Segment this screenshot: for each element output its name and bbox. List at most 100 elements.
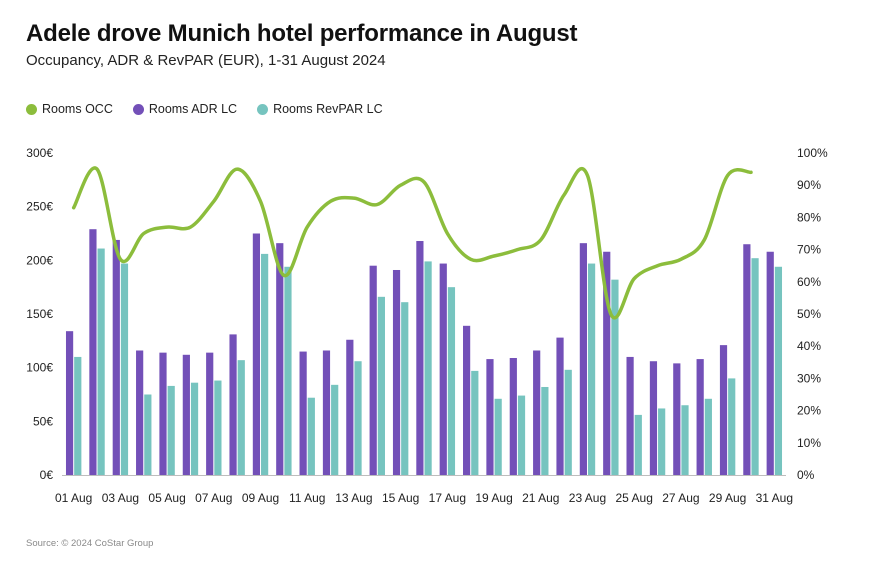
legend-item-adr: Rooms ADR LC <box>132 102 238 116</box>
bar-adr <box>252 233 261 475</box>
y-right-tick-label: 80% <box>797 210 821 224</box>
x-tick-label: 09 Aug <box>242 491 279 505</box>
bar-adr <box>556 337 564 475</box>
y-right-tick-label: 30% <box>797 371 821 385</box>
bar-revpar <box>517 395 526 475</box>
bar-adr <box>299 351 307 475</box>
y-left-tick-label: 200€ <box>26 253 53 267</box>
bar-revpar <box>634 414 642 475</box>
y-right-tick-label: 70% <box>797 243 821 257</box>
bar-adr <box>719 345 728 475</box>
bar-adr <box>65 331 74 475</box>
legend-label-occ: Rooms OCC <box>42 102 113 116</box>
bar-revpar <box>144 394 152 475</box>
bar-revpar <box>774 266 783 475</box>
y-left-tick-label: 250€ <box>26 200 53 214</box>
legend-item-occ: Rooms OCC <box>26 102 113 116</box>
bar-adr <box>766 251 774 475</box>
bar-adr <box>673 363 681 475</box>
bar-revpar <box>214 380 222 475</box>
bar-adr <box>136 350 144 475</box>
bar-revpar <box>564 369 572 475</box>
bar-adr <box>369 265 377 475</box>
x-tick-label: 15 Aug <box>382 491 419 505</box>
bar-revpar <box>704 398 712 475</box>
bar-revpar <box>284 266 292 475</box>
legend: Rooms OCC Rooms ADR LC Rooms RevPAR LC <box>26 102 383 116</box>
y-right-tick-label: 0% <box>797 468 815 482</box>
x-tick-label: 17 Aug <box>429 491 466 505</box>
bar-adr <box>392 269 401 475</box>
bar-revpar <box>611 279 619 475</box>
x-tick-label: 31 Aug <box>756 491 793 505</box>
bar-revpar <box>541 386 549 475</box>
x-tick-label: 07 Aug <box>195 491 232 505</box>
bar-revpar <box>401 302 409 475</box>
bar-revpar <box>331 384 339 475</box>
y-right-tick-label: 40% <box>797 339 821 353</box>
x-tick-label: 13 Aug <box>335 491 372 505</box>
x-tick-label: 03 Aug <box>102 491 139 505</box>
bar-adr <box>229 334 237 475</box>
bar-adr <box>626 356 634 475</box>
y-left-tick-label: 0€ <box>40 468 54 482</box>
bar-adr <box>509 358 517 475</box>
bar-revpar <box>97 248 105 475</box>
bar-adr <box>322 350 331 475</box>
bar-revpar <box>751 258 759 475</box>
bar-adr <box>696 359 704 475</box>
bar-revpar <box>237 360 245 475</box>
x-tick-label: 29 Aug <box>709 491 746 505</box>
chart-subtitle: Occupancy, ADR & RevPAR (EUR), 1-31 Augu… <box>26 52 386 69</box>
x-tick-label: 19 Aug <box>475 491 512 505</box>
bar-revpar <box>587 263 596 475</box>
bar-adr <box>463 325 471 475</box>
bar-revpar <box>494 398 502 475</box>
bar-revpar <box>424 261 432 475</box>
bar-adr <box>603 251 611 475</box>
bar-revpar <box>74 356 82 475</box>
bar-revpar <box>354 361 362 475</box>
x-tick-label: 27 Aug <box>662 491 699 505</box>
legend-label-adr: Rooms ADR LC <box>148 102 238 116</box>
bar-adr <box>486 359 494 475</box>
y-left-tick-label: 150€ <box>26 307 53 321</box>
y-left-tick-label: 300€ <box>26 146 53 160</box>
line-occ <box>71 166 753 320</box>
bar-adr <box>346 339 354 475</box>
y-right-tick-label: 50% <box>797 307 821 321</box>
bar-adr <box>649 361 658 475</box>
bar-adr <box>206 352 214 475</box>
bar-adr <box>416 241 424 475</box>
legend-swatch-adr <box>132 103 144 115</box>
bar-adr <box>112 239 120 475</box>
y-right-tick-label: 60% <box>797 275 821 289</box>
bar-revpar <box>728 378 736 475</box>
bar-adr <box>743 244 751 475</box>
bar-adr <box>439 263 447 475</box>
y-right-tick-label: 100% <box>797 146 828 160</box>
bar-revpar <box>377 296 385 475</box>
source-note: Source: © 2024 CoStar Group <box>26 538 154 549</box>
y-right-tick-label: 20% <box>797 404 821 418</box>
bar-adr <box>276 243 284 475</box>
legend-swatch-revpar <box>257 103 269 115</box>
bar-revpar <box>447 287 456 475</box>
bar-revpar <box>471 370 479 475</box>
x-tick-label: 23 Aug <box>569 491 606 505</box>
bar-revpar <box>120 263 129 475</box>
legend-label-revpar: Rooms RevPAR LC <box>273 102 383 116</box>
bar-adr <box>533 350 541 475</box>
bar-revpar <box>167 385 175 475</box>
bar-adr <box>159 352 167 475</box>
bar-revpar <box>307 397 315 475</box>
y-left-tick-label: 50€ <box>33 414 53 428</box>
x-tick-label: 21 Aug <box>522 491 559 505</box>
bar-revpar <box>190 382 199 475</box>
legend-swatch-occ <box>26 103 37 115</box>
bar-adr <box>182 354 190 475</box>
chart-title: Adele drove Munich hotel performance in … <box>26 20 578 47</box>
x-tick-label: 05 Aug <box>148 491 185 505</box>
x-tick-label: 25 Aug <box>616 491 653 505</box>
